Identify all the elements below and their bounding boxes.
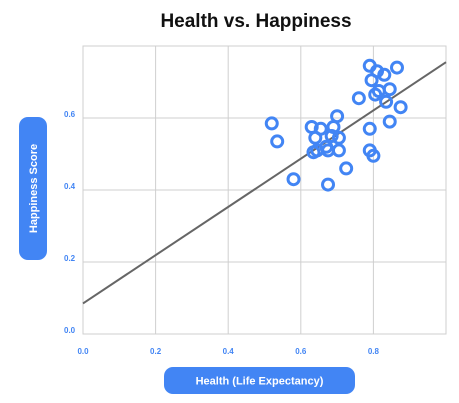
x-tick-label: 0.6 xyxy=(295,347,307,356)
data-point xyxy=(362,121,377,136)
y-tick-label: 0.2 xyxy=(64,254,76,263)
chart-title: Health vs. Happiness xyxy=(160,11,351,32)
y-tick-labels: 0.0 0.2 0.4 0.6 xyxy=(64,110,76,335)
plot-area xyxy=(82,45,447,335)
data-point xyxy=(324,129,339,143)
data-point xyxy=(270,134,285,149)
data-point xyxy=(377,67,392,82)
data-point xyxy=(339,161,354,176)
data-point xyxy=(331,143,346,158)
data-point xyxy=(370,64,385,79)
x-axis-label-background xyxy=(164,367,355,394)
x-axis-label-text: Health (Life Expectancy) xyxy=(196,376,324,388)
data-point xyxy=(368,87,383,102)
x-tick-label: 0.0 xyxy=(77,347,89,356)
points-layer xyxy=(264,58,408,192)
y-tick-label: 0.4 xyxy=(64,182,76,191)
data-point xyxy=(393,100,408,115)
y-tick-label: 0.0 xyxy=(64,326,76,335)
x-tick-label: 0.2 xyxy=(150,347,162,356)
x-tick-labels: 0.0 0.2 0.4 0.6 0.8 xyxy=(77,347,379,356)
y-axis-label-background xyxy=(19,117,47,260)
y-tick-label: 0.6 xyxy=(64,110,76,119)
data-point xyxy=(313,121,328,136)
x-tick-label: 0.4 xyxy=(223,347,235,356)
x-tick-label: 0.8 xyxy=(368,347,380,356)
data-point xyxy=(366,148,381,163)
y-axis-label-text: Happiness Score xyxy=(28,144,40,233)
grid-layer xyxy=(83,46,446,334)
y-axis-label: Happiness Score xyxy=(19,117,47,260)
data-point xyxy=(330,109,345,124)
data-point xyxy=(389,60,404,75)
data-point xyxy=(331,130,346,145)
data-point xyxy=(286,172,301,187)
data-point xyxy=(321,177,336,192)
data-point xyxy=(382,114,397,129)
data-point xyxy=(351,91,366,106)
data-point xyxy=(382,82,397,97)
trend-line xyxy=(82,61,447,305)
x-axis-label: Health (Life Expectancy) xyxy=(164,367,355,394)
data-point xyxy=(379,94,394,109)
data-point xyxy=(264,116,279,131)
